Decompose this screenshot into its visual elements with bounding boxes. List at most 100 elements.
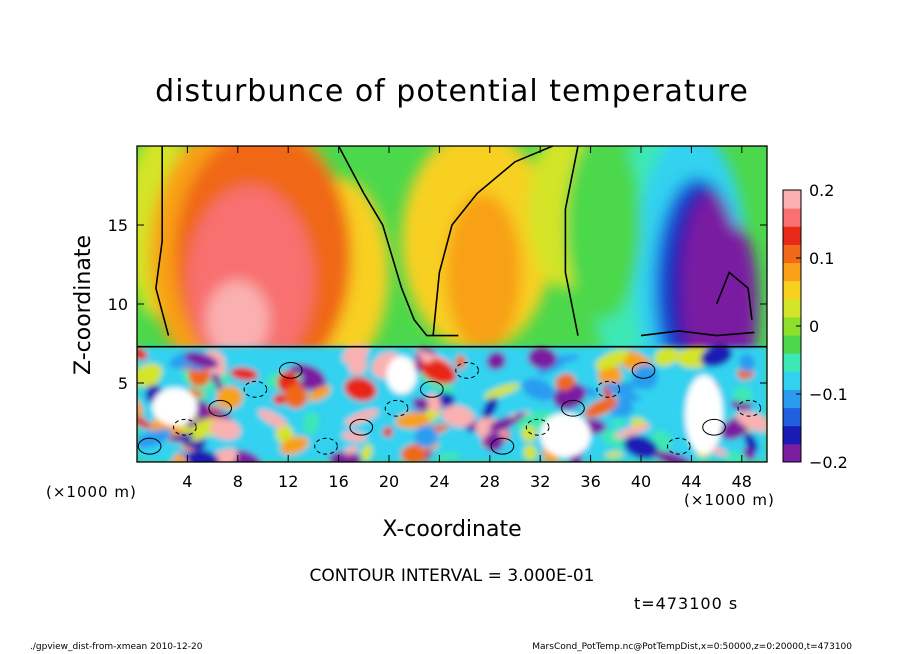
contour-line <box>455 361 479 379</box>
heat-cell <box>219 373 231 385</box>
x-tick-label: 20 <box>379 472 399 491</box>
heat-cell <box>386 356 417 395</box>
x-axis: 4 8 12 16 20 24 28 32 36 40 44 48 <box>182 146 752 491</box>
heat-cell <box>420 356 433 363</box>
heat-cell <box>206 280 270 360</box>
colorbar-tick-label: 0.1 <box>809 249 834 268</box>
heat-cell <box>527 347 557 370</box>
heat-cell <box>484 431 504 452</box>
heat-cell <box>437 392 455 408</box>
heat-cell <box>521 426 537 442</box>
heat-cell <box>272 393 287 406</box>
contour-interval-label: CONTOUR INTERVAL = 3.000E-01 <box>309 566 595 586</box>
heat-cell <box>515 410 553 432</box>
contour-line <box>715 271 753 320</box>
heat-cell <box>209 418 241 441</box>
contour-line <box>702 418 726 436</box>
contour-line <box>208 399 233 417</box>
heat-cell <box>604 382 641 402</box>
contour-line <box>666 437 691 455</box>
colorbar-tick-label: 0.2 <box>809 181 834 200</box>
colorbar-segment <box>783 443 801 463</box>
colorbar-segment <box>783 262 801 282</box>
heat-cell <box>565 146 641 320</box>
heat-cell <box>700 345 733 367</box>
x-tick-label: 40 <box>631 472 651 491</box>
heat-cell <box>257 409 288 428</box>
heat-cell <box>230 367 258 381</box>
heat-cell <box>186 449 220 462</box>
contour-line <box>631 361 656 379</box>
x-tick-label: 28 <box>480 472 500 491</box>
heat-cell <box>595 349 629 370</box>
heat-cell <box>730 399 753 411</box>
colorbar-segment <box>783 280 801 300</box>
x-tick-label: 8 <box>233 472 243 491</box>
colorbar-segment <box>783 353 801 372</box>
heat-cell <box>445 193 522 352</box>
heat-cell <box>348 353 367 376</box>
heat-cell <box>522 378 555 401</box>
time-label: t=473100 s <box>634 594 739 613</box>
heat-cell <box>216 386 243 410</box>
heat-cell <box>613 424 651 438</box>
heat-cell <box>137 347 148 361</box>
colorbar-segment <box>783 407 801 427</box>
heat-cell <box>184 351 219 369</box>
x-tick-label: 44 <box>681 472 701 491</box>
heat-cell <box>732 386 753 404</box>
contour-line <box>278 361 303 379</box>
colorbar-segment <box>783 190 801 209</box>
heat-cell <box>279 436 309 455</box>
colorbar-segment <box>783 425 801 445</box>
heat-cell <box>486 351 506 371</box>
contour-line <box>155 146 170 336</box>
heat-cell <box>344 377 377 402</box>
contour-line <box>432 146 554 336</box>
contour-line <box>173 418 197 436</box>
y-axis-label: Z-coordinate <box>71 235 96 375</box>
heat-cell <box>137 363 163 387</box>
contour-line <box>737 399 762 417</box>
heat-cell <box>426 393 441 413</box>
x-tick-label: 24 <box>429 472 449 491</box>
heat-cell <box>395 411 433 429</box>
colorbar-segment <box>783 208 801 227</box>
contour-line <box>640 330 755 337</box>
colorbar-segment <box>783 371 801 390</box>
colorbar-segment <box>783 244 801 264</box>
chart-title: disturbunce of potential temperature <box>155 74 749 109</box>
contour-line <box>490 437 515 455</box>
heat-cell <box>329 451 362 462</box>
heat-cell <box>441 405 475 428</box>
colorbar-segment <box>783 389 801 409</box>
heat-cell <box>604 451 624 458</box>
heat-cell <box>632 364 658 390</box>
heat-cell <box>611 418 625 428</box>
footer-data-source: MarsCond_PotTemp.nc@PotTempDist,x=0:5000… <box>532 642 852 652</box>
x-axis-unit-left: (×1000 m) <box>46 483 137 501</box>
colorbar-tick-label: −0.1 <box>809 385 848 404</box>
heat-cell <box>482 397 498 420</box>
contour-line <box>525 418 550 436</box>
x-tick-label: 36 <box>580 472 600 491</box>
heat-cell <box>555 373 576 391</box>
x-tick-label: 16 <box>328 472 348 491</box>
colorbar-segment <box>783 226 801 245</box>
heat-cell <box>419 358 457 385</box>
heat-cell <box>284 384 308 409</box>
x-tick-label: 12 <box>278 472 298 491</box>
contour-line <box>314 437 338 455</box>
heat-cell <box>360 444 373 462</box>
heat-cell <box>435 452 461 461</box>
contour-line <box>243 380 268 398</box>
heatmap-field <box>137 146 767 462</box>
heat-cell <box>137 415 152 429</box>
x-tick-label: 32 <box>530 472 550 491</box>
heat-cell <box>489 417 516 432</box>
heat-cell <box>303 411 319 435</box>
x-tick-label: 4 <box>182 472 192 491</box>
heat-cell <box>623 435 659 459</box>
x-tick-label: 48 <box>732 472 752 491</box>
